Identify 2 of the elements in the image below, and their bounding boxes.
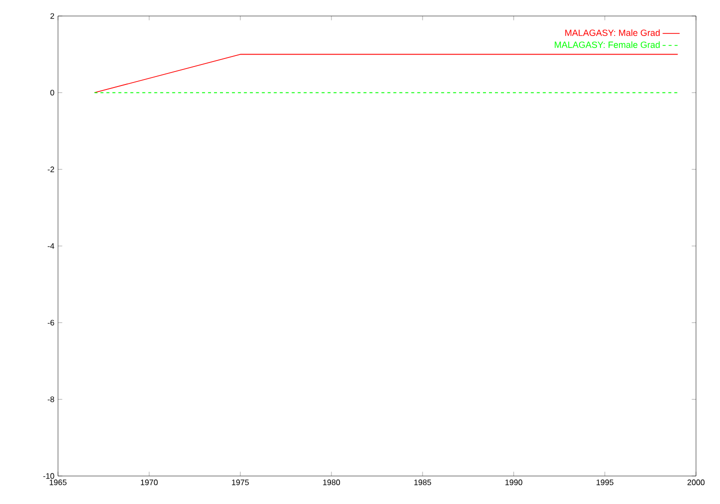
legend-label: MALAGASY: Female Grad [554,41,660,48]
legend-label: MALAGASY: Male Grad [565,29,660,36]
